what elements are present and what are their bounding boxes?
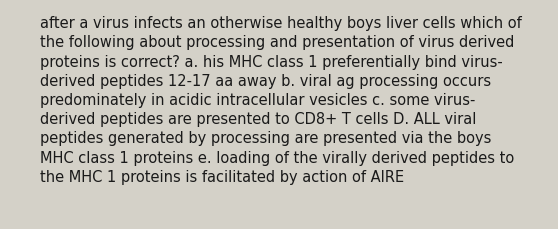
Text: after a virus infects an otherwise healthy boys liver cells which of
the followi: after a virus infects an otherwise healt… xyxy=(40,16,522,184)
